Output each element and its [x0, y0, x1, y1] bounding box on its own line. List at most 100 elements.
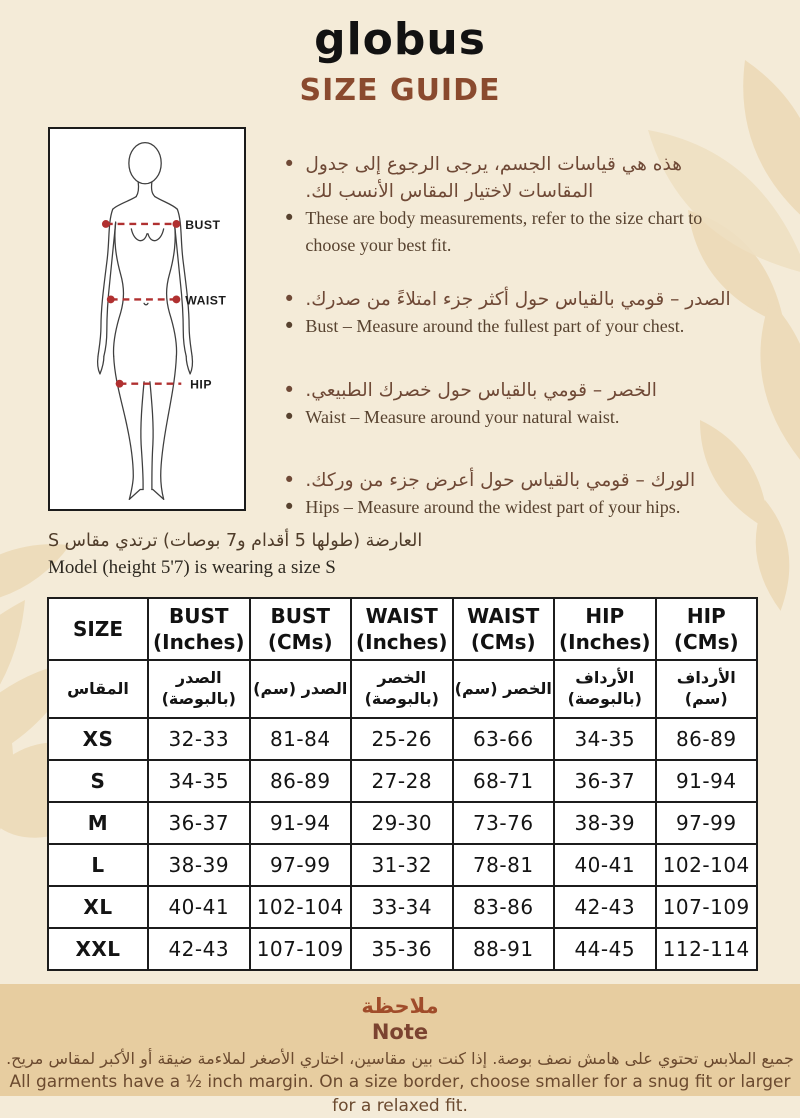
value-cell: 40-41 [147, 885, 251, 929]
col-header-bust-cm: BUST (CMs) [248, 597, 352, 661]
instruction-item-en: Waist – Measure around your natural wais… [283, 404, 733, 431]
table-row: L 38-39 97-99 31-32 78-81 40-41 102-104 [47, 843, 758, 887]
col-header-hip-in: HIP (Inches) [553, 597, 657, 661]
value-cell: 34-35 [147, 759, 251, 803]
value-cell: 107-109 [248, 927, 352, 971]
instruction-group-hip: الورك – قومي بالقياس حول أعرض جزء من ورك… [283, 467, 733, 521]
value-cell: 63-66 [451, 717, 555, 761]
value-cell: 86-89 [654, 717, 758, 761]
table-row: M 36-37 91-94 29-30 73-76 38-39 97-99 [47, 801, 758, 845]
instruction-group-overview: هذه هي قياسات الجسم، يرجى الرجوع إلى جدو… [283, 151, 733, 259]
bullet-icon [283, 404, 295, 431]
col-header-waist-cm: WAIST (CMs) [451, 597, 555, 661]
value-cell: 44-45 [553, 927, 657, 971]
size-table: SIZE BUST (Inches) BUST (CMs) WAIST (Inches… [47, 597, 758, 971]
col-header-waist-cm-ar: الخصر (سم) [451, 659, 555, 719]
col-header-hip-cm: HIP (CMs) [654, 597, 758, 661]
table-row: XL 40-41 102-104 33-34 83-86 42-43 107-1… [47, 885, 758, 929]
note-section: ملاحظة Note جميع الملابس تحتوي على هامش … [0, 984, 800, 1116]
size-cell: XXL [47, 927, 149, 971]
instruction-item-ar: هذه هي قياسات الجسم، يرجى الرجوع إلى جدو… [283, 151, 733, 205]
value-cell: 91-94 [654, 759, 758, 803]
value-cell: 31-32 [350, 843, 454, 887]
value-cell: 81-84 [248, 717, 352, 761]
note-title-en: Note [371, 1020, 429, 1044]
value-cell: 73-76 [451, 801, 555, 845]
instruction-group-bust: الصدر – قومي بالقياس حول أكثر جزء امتلاء… [283, 286, 733, 340]
body-measurement-diagram: BUST WAIST HIP [48, 127, 246, 511]
value-cell: 42-43 [147, 927, 251, 971]
value-cell: 29-30 [350, 801, 454, 845]
instruction-item-ar: الخصر – قومي بالقياس حول خصرك الطبيعي. [283, 377, 733, 404]
value-cell: 102-104 [248, 885, 352, 929]
value-cell: 27-28 [350, 759, 454, 803]
instruction-item-en: These are body measurements, refer to th… [283, 205, 733, 259]
value-cell: 34-35 [553, 717, 657, 761]
value-cell: 68-71 [451, 759, 555, 803]
table-row: XXL 42-43 107-109 35-36 88-91 44-45 112-… [47, 927, 758, 971]
instruction-item-en: Bust – Measure around the fullest part o… [283, 313, 733, 340]
value-cell: 25-26 [350, 717, 454, 761]
hip-measure-line [115, 379, 182, 388]
waist-label: WAIST [185, 293, 226, 307]
size-cell: S [47, 759, 149, 803]
value-cell: 38-39 [147, 843, 251, 887]
instruction-item-ar: الصدر – قومي بالقياس حول أكثر جزء امتلاء… [283, 286, 733, 313]
value-cell: 42-43 [553, 885, 657, 929]
model-info-ar: العارضة (طولها 5 أقدام و7 بوصات) ترتدي م… [48, 531, 423, 551]
hip-label: HIP [190, 378, 212, 392]
col-header-waist-in: WAIST (Inches) [350, 597, 454, 661]
value-cell: 97-99 [654, 801, 758, 845]
value-cell: 91-94 [248, 801, 352, 845]
brand-logo: globus [314, 14, 486, 65]
col-header-waist-in-ar: الخصر (بالبوصة) [350, 659, 454, 719]
page-title: SIZE GUIDE [299, 73, 501, 108]
value-cell: 36-37 [553, 759, 657, 803]
waist-measure-line [106, 295, 181, 304]
col-header-size: SIZE [47, 597, 149, 661]
value-cell: 40-41 [553, 843, 657, 887]
bullet-icon [283, 151, 295, 178]
value-cell: 86-89 [248, 759, 352, 803]
note-title-ar: ملاحظة [361, 994, 439, 1018]
instruction-group-waist: الخصر – قومي بالقياس حول خصرك الطبيعي. W… [283, 377, 733, 431]
value-cell: 33-34 [350, 885, 454, 929]
size-cell: L [47, 843, 149, 887]
model-info-en: Model (height 5'7) is wearing a size S [48, 557, 336, 578]
value-cell: 78-81 [451, 843, 555, 887]
size-cell: XL [47, 885, 149, 929]
note-body-ar: جميع الملابس تحتوي على هامش نصف بوصة. إذ… [6, 1049, 794, 1068]
table-header-row-ar: المقاس الصدر (بالبوصة) الصدر (سم) الخصر (ب… [47, 659, 758, 719]
value-cell: 83-86 [451, 885, 555, 929]
table-row: S 34-35 86-89 27-28 68-71 36-37 91-94 [47, 759, 758, 803]
col-header-size-ar: المقاس [47, 659, 149, 719]
body-figure-sketch [96, 141, 194, 500]
bullet-icon [283, 205, 295, 232]
bullet-icon [283, 467, 295, 494]
col-header-hip-in-ar: الأرداف (بالبوصة) [553, 659, 657, 719]
bullet-icon [283, 286, 295, 313]
value-cell: 88-91 [451, 927, 555, 971]
bullet-icon [283, 377, 295, 404]
col-header-bust-in-ar: الصدر (بالبوصة) [147, 659, 251, 719]
bullet-icon [283, 313, 295, 340]
value-cell: 97-99 [248, 843, 352, 887]
size-cell: M [47, 801, 149, 845]
instruction-list: هذه هي قياسات الجسم، يرجى الرجوع إلى جدو… [283, 151, 733, 521]
col-header-hip-cm-ar: الأرداف (سم) [654, 659, 758, 719]
bullet-icon [283, 494, 295, 521]
value-cell: 107-109 [654, 885, 758, 929]
value-cell: 36-37 [147, 801, 251, 845]
col-header-bust-cm-ar: الصدر (سم) [248, 659, 352, 719]
value-cell: 112-114 [654, 927, 758, 971]
value-cell: 102-104 [654, 843, 758, 887]
value-cell: 32-33 [147, 717, 251, 761]
model-info: العارضة (طولها 5 أقدام و7 بوصات) ترتدي م… [48, 528, 468, 582]
instruction-item-ar: الورك – قومي بالقياس حول أعرض جزء من ورك… [283, 467, 733, 494]
bust-label: BUST [185, 218, 220, 232]
size-cell: XS [47, 717, 149, 761]
table-row: XS 32-33 81-84 25-26 63-66 34-35 86-89 [47, 717, 758, 761]
instruction-item-en: Hips – Measure around the widest part of… [283, 494, 733, 521]
note-body-en: All garments have a ½ inch margin. On a … [9, 1072, 791, 1116]
